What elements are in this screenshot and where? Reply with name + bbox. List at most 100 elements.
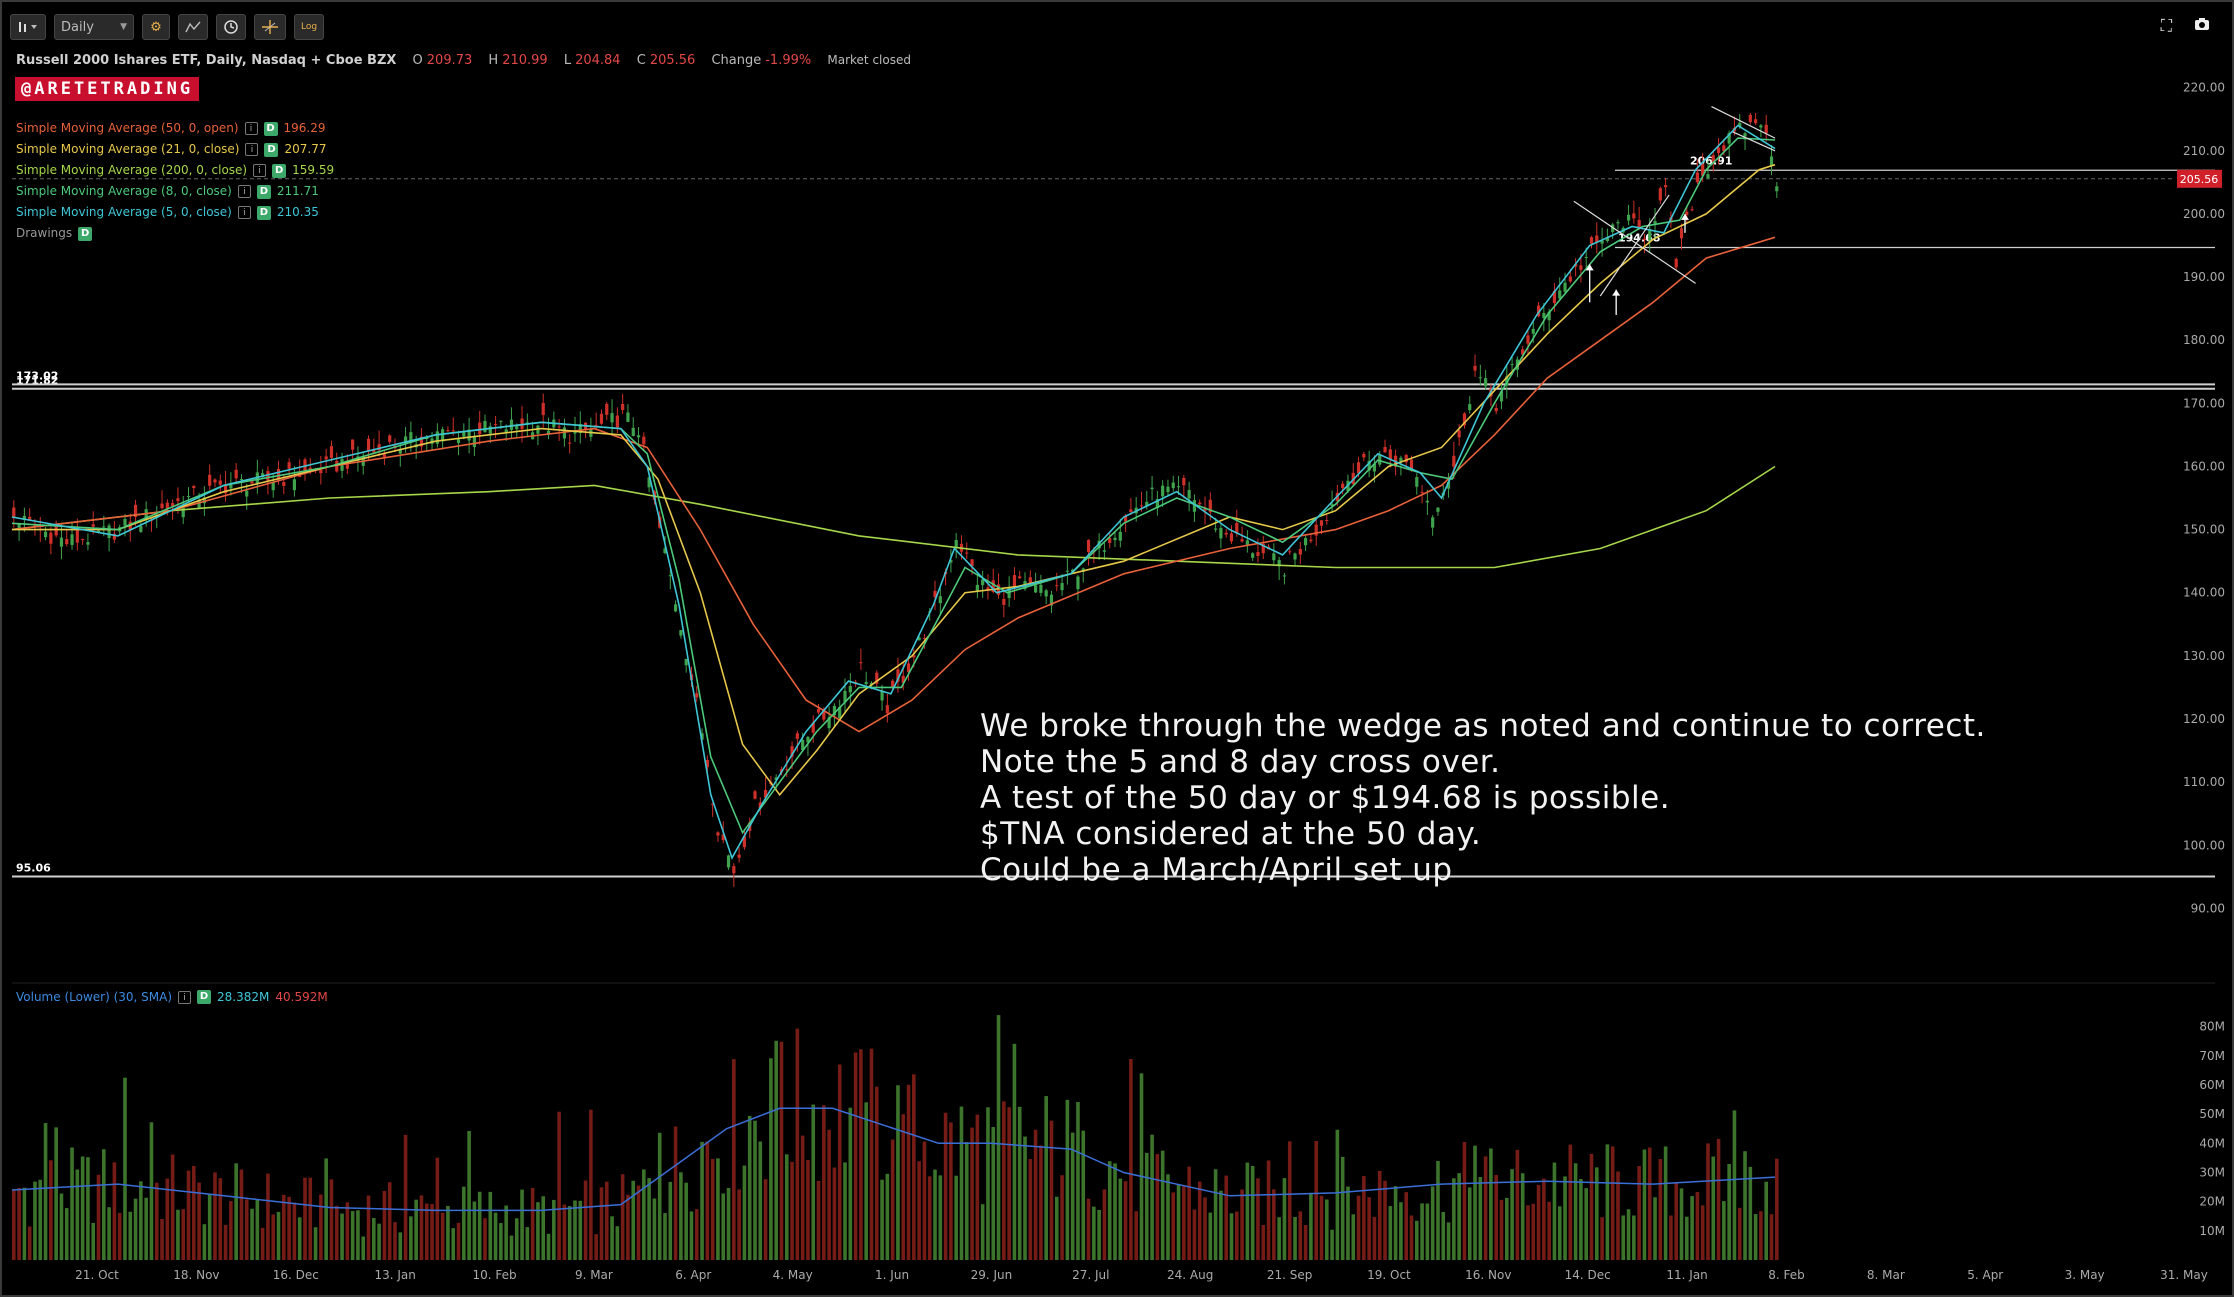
- volume-bar: [477, 1191, 482, 1260]
- symbol-header: Russell 2000 Ishares ETF, Daily, Nasdaq …: [16, 53, 911, 68]
- volume-bar: [1457, 1173, 1461, 1260]
- candle-body: [785, 769, 789, 771]
- volume-bar: [1187, 1166, 1191, 1260]
- candle-body: [1769, 156, 1774, 166]
- display-badge[interactable]: D: [272, 163, 287, 178]
- indicator-label: Simple Moving Average (8, 0, close): [16, 184, 232, 198]
- display-badge[interactable]: D: [264, 142, 279, 157]
- indicator-row[interactable]: Simple Moving Average (21, 0, close) i D…: [16, 139, 334, 160]
- camera-icon[interactable]: [2194, 16, 2210, 36]
- volume-bar: [541, 1196, 546, 1260]
- indicator-row[interactable]: Simple Moving Average (5, 0, close) i D …: [16, 202, 334, 223]
- candle-body: [329, 446, 334, 458]
- volume-bar: [1436, 1160, 1440, 1260]
- candle-body: [102, 526, 106, 528]
- candle-body: [1198, 502, 1202, 505]
- indicator-row[interactable]: Simple Moving Average (200, 0, close) i …: [16, 160, 334, 181]
- low-value: 204.84: [575, 53, 621, 68]
- candle-body: [1616, 222, 1620, 224]
- indicator-row[interactable]: Simple Moving Average (8, 0, close) i D …: [16, 181, 334, 202]
- date-tick-label: 21. Sep: [1267, 1268, 1313, 1282]
- volume-bar: [922, 1141, 927, 1260]
- volume-bar: [170, 1154, 175, 1260]
- sma-line: [12, 163, 1776, 797]
- display-badge[interactable]: D: [197, 990, 212, 1004]
- candle-body: [1748, 114, 1752, 123]
- volume-bar: [488, 1191, 493, 1260]
- display-badge[interactable]: D: [263, 121, 278, 136]
- volume-bar: [1092, 1206, 1096, 1260]
- change-label: Change: [711, 53, 762, 68]
- candle-body: [679, 630, 683, 636]
- indicator-icon[interactable]: [178, 14, 208, 40]
- log-scale-toggle[interactable]: Log: [294, 14, 325, 40]
- volume-bar: [1716, 1138, 1721, 1260]
- candle-body: [276, 468, 281, 480]
- volume-bar: [1690, 1196, 1694, 1260]
- volume-sma-line: [11, 1107, 1776, 1212]
- volume-value-1: 28.382M: [217, 990, 270, 1004]
- info-icon[interactable]: i: [245, 143, 259, 156]
- candle-body: [594, 425, 598, 427]
- candle-body: [1478, 377, 1482, 379]
- info-icon[interactable]: i: [244, 122, 258, 135]
- candle-body: [1076, 576, 1080, 590]
- candle-body: [1738, 122, 1742, 127]
- volume-bar: [954, 1175, 958, 1260]
- sma-line: [11, 465, 1776, 569]
- volume-bar: [446, 1205, 450, 1260]
- interval-select[interactable]: Daily ▼: [54, 14, 134, 40]
- bar-chart-icon[interactable]: [10, 14, 46, 40]
- info-icon[interactable]: i: [237, 206, 251, 219]
- candle-body: [1409, 459, 1414, 471]
- price-tick-label: 210.00: [2183, 144, 2225, 158]
- info-icon[interactable]: i: [237, 185, 251, 198]
- volume-bar: [694, 1209, 699, 1260]
- clock-icon[interactable]: [216, 14, 246, 40]
- volume-bar: [795, 1028, 800, 1260]
- price-tick-label: 170.00: [2183, 396, 2225, 410]
- candle-body: [377, 444, 381, 451]
- candle-body: [605, 403, 609, 415]
- volume-bar: [22, 1187, 27, 1260]
- candle-body: [933, 590, 937, 598]
- candle-body: [388, 435, 392, 442]
- volume-bar: [234, 1163, 238, 1260]
- volume-bar: [1616, 1171, 1620, 1260]
- info-icon[interactable]: i: [178, 990, 192, 1004]
- indicator-row[interactable]: Simple Moving Average (50, 0, open) i D …: [16, 118, 334, 139]
- volume-bar: [705, 1141, 710, 1260]
- volume-bar: [80, 1156, 85, 1260]
- fullscreen-icon[interactable]: ⛶: [2160, 16, 2172, 35]
- gear-icon[interactable]: ⚙: [142, 14, 170, 40]
- drawings-row[interactable]: Drawings D: [16, 223, 334, 244]
- volume-bar: [1287, 1141, 1292, 1260]
- candle-body: [403, 436, 408, 445]
- price-tick-label: 110.00: [2183, 775, 2225, 789]
- volume-bar: [223, 1224, 228, 1260]
- volume-bar: [366, 1195, 371, 1260]
- info-icon[interactable]: i: [253, 164, 267, 177]
- volume-bar: [117, 1212, 122, 1260]
- indicator-label: Simple Moving Average (21, 0, close): [16, 142, 240, 156]
- volume-bar: [1383, 1180, 1387, 1260]
- candle-body: [636, 435, 641, 438]
- volume-bar: [1081, 1130, 1086, 1260]
- display-badge[interactable]: D: [256, 184, 271, 199]
- candle-body: [795, 733, 799, 739]
- close-value: 205.56: [649, 53, 696, 68]
- volume-bar: [1219, 1190, 1223, 1260]
- volume-bar: [594, 1234, 598, 1260]
- volume-bar: [1393, 1186, 1398, 1260]
- volume-bar: [758, 1141, 763, 1260]
- display-badge[interactable]: D: [256, 205, 271, 220]
- volume-bar: [747, 1115, 752, 1260]
- volume-bar: [324, 1158, 328, 1260]
- crosshair-icon[interactable]: [254, 14, 286, 40]
- volume-bar: [721, 1193, 726, 1260]
- volume-bar: [1552, 1162, 1557, 1260]
- wedge-line: [1599, 194, 1670, 297]
- display-badge[interactable]: D: [78, 226, 93, 241]
- open-label: O: [412, 53, 423, 68]
